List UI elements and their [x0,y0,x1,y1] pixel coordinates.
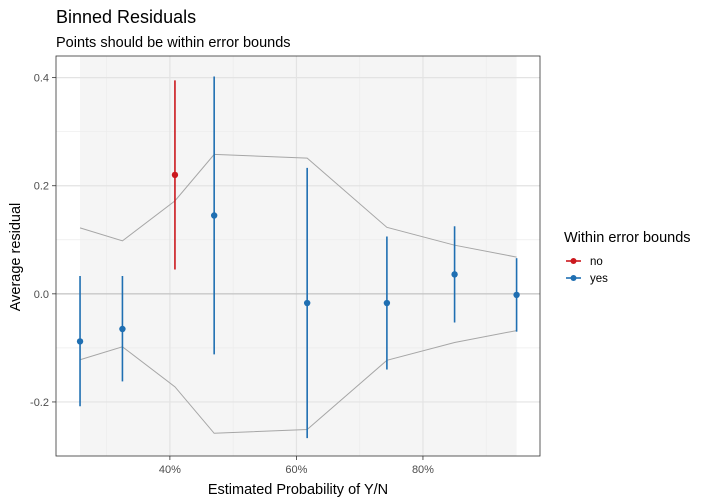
x-tick-label: 40% [159,464,181,476]
legend-key-point [570,275,577,281]
data-point [383,299,391,307]
y-axis-ticks: -0.2 0.0 0.2 0.4 [30,73,56,409]
chart-title: Binned Residuals [56,7,196,27]
data-point [171,171,179,179]
upper-error-bound-line [79,153,517,258]
y-tick-label: 0.4 [34,73,49,85]
chart-subtitle: Points should be within error bounds [56,35,291,51]
y-tick-label: 0.2 [34,181,49,193]
data-point [210,212,218,219]
legend-title: Within error bounds [564,230,691,246]
x-axis-title: Estimated Probability of Y/N [208,482,388,498]
data-point [513,291,520,299]
x-axis-ticks: 40% 60% 80% [159,456,434,476]
data-point [303,299,311,307]
data-point [76,338,84,345]
lower-error-bound-line [79,330,517,434]
panel-border [55,55,541,457]
legend-label: no [590,256,603,268]
y-tick-label: -0.2 [30,397,49,409]
y-tick-label: 0.0 [34,289,49,301]
x-tick-label: 80% [412,464,434,476]
plot-area [55,55,541,457]
data-point [451,271,458,278]
shaded-range-band [80,56,517,456]
legend-label: yes [590,273,608,285]
data-point [119,325,126,333]
legend: Within error bounds no yes [564,230,691,285]
x-tick-label: 60% [285,464,307,476]
y-axis-title: Average residual [8,203,24,312]
legend-key-point [570,258,577,264]
